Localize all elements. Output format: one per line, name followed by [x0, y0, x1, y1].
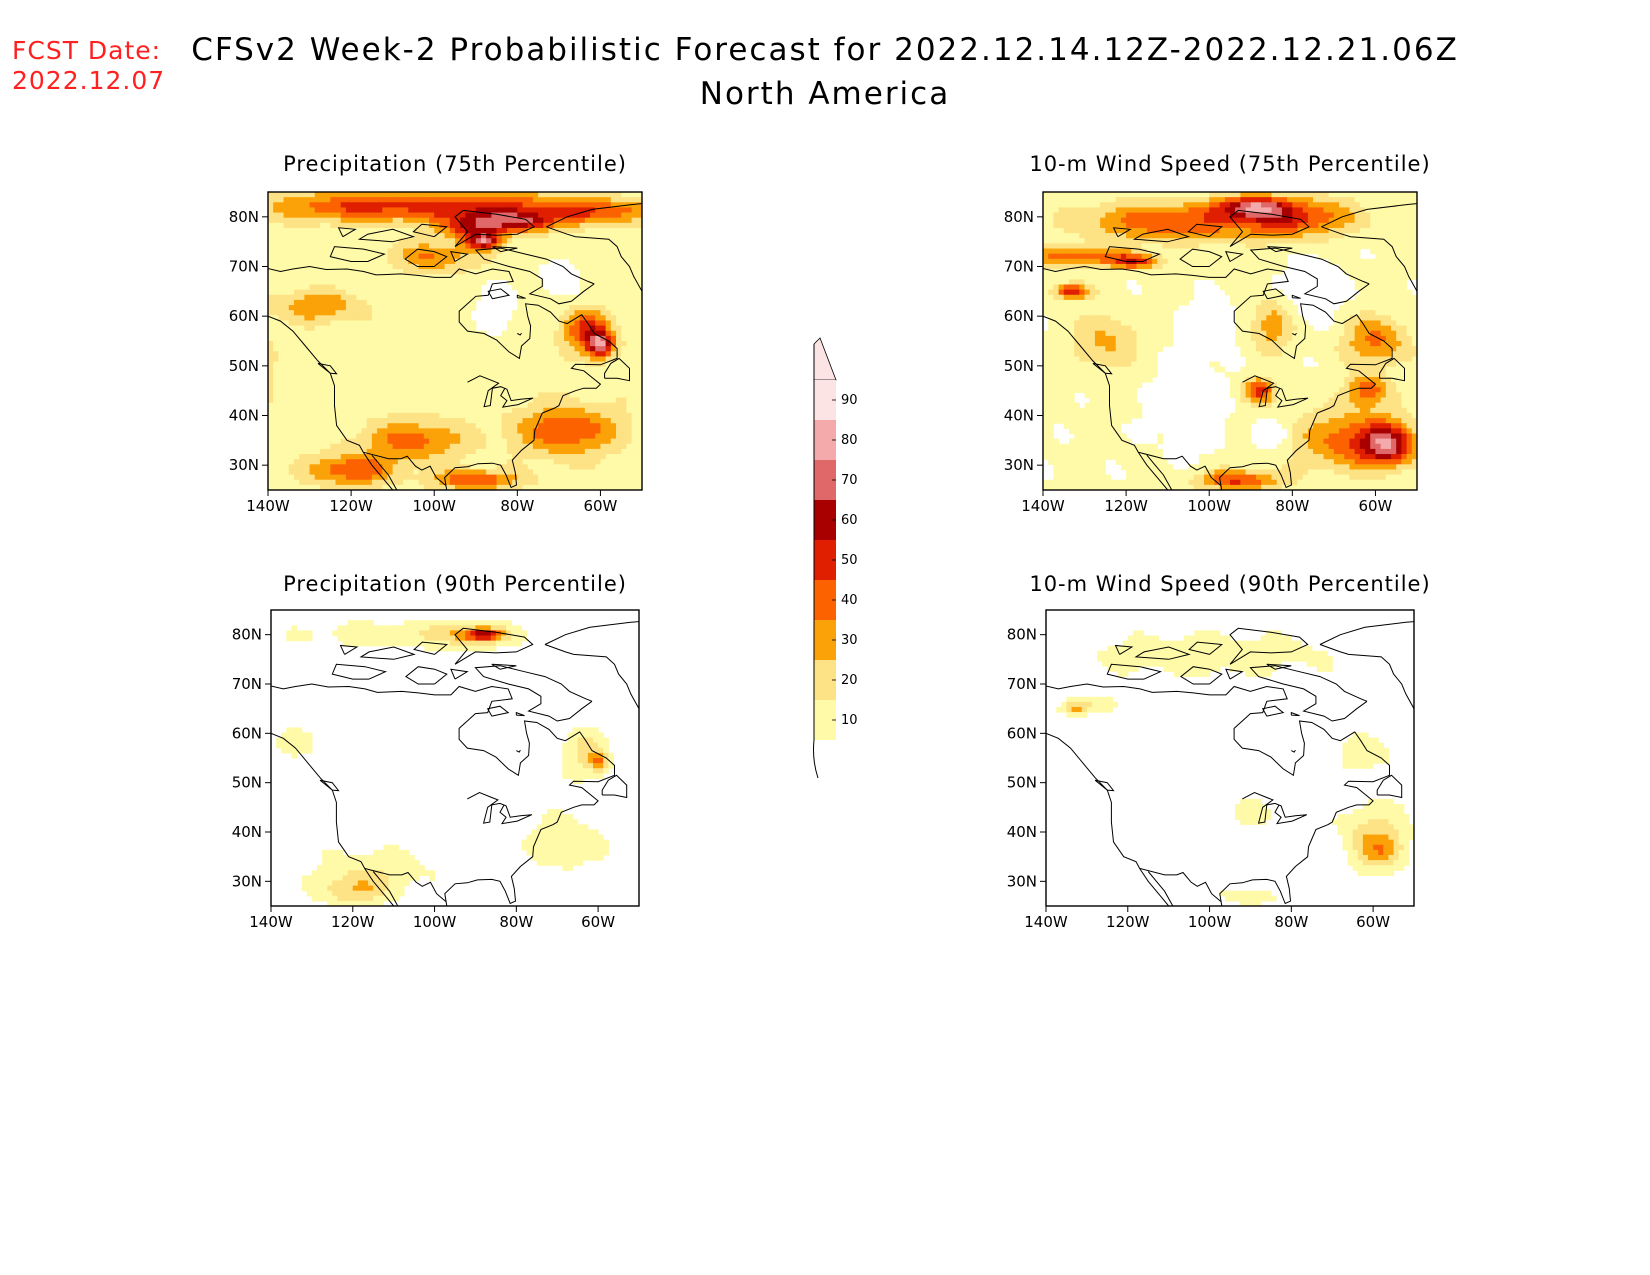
panel-title: Precipitation (75th Percentile)	[283, 152, 627, 176]
lon-tick-label: 60W	[581, 913, 615, 931]
lat-tick-label: 80N	[232, 626, 262, 644]
fcst-date-caption: FCST Date:	[12, 36, 162, 65]
map-frame	[1045, 609, 1415, 907]
lat-tick-label: 60N	[1004, 307, 1034, 325]
lat-tick-label: 50N	[232, 774, 262, 792]
map-frame	[1042, 191, 1418, 491]
lat-tick-label: 60N	[232, 724, 262, 742]
map-panel-wind75: 10-m Wind Speed (75th Percentile) 140W 120…	[1004, 152, 1430, 515]
map-panel-precip90: Precipitation (90th Percentile) 140W 120W 1…	[232, 572, 640, 931]
lon-tick-label: 140W	[246, 497, 290, 515]
coastline	[1046, 621, 1414, 906]
lon-tick-label: 100W	[412, 497, 456, 515]
lon-tick-label: 100W	[413, 913, 457, 931]
lat-tick-label: 40N	[232, 823, 262, 841]
lon-tick-label: 80W	[499, 913, 533, 931]
lat-tick-label: 80N	[1004, 208, 1034, 226]
lon-tick-label: 100W	[1188, 913, 1232, 931]
map-panel-wind90: 10-m Wind Speed (90th Percentile) 140W 120…	[1007, 572, 1430, 931]
map-panel-precip75: Precipitation (75th Percentile) 140W 120W 1…	[229, 152, 643, 515]
colorbar-swatch	[814, 660, 836, 700]
lat-tick-label: 50N	[1004, 357, 1034, 375]
main-subtitle: North America	[699, 76, 951, 112]
colorbar-label: 50	[841, 553, 858, 568]
lon-tick-label: 80W	[500, 497, 534, 515]
lat-tick-label: 60N	[1007, 724, 1037, 742]
lon-tick-label: 120W	[329, 497, 373, 515]
colorbar-label: 80	[841, 433, 858, 448]
lat-tick-label: 40N	[229, 407, 259, 425]
lat-tick-label: 40N	[1007, 823, 1037, 841]
lat-tick-label: 70N	[1007, 675, 1037, 693]
map-frame	[267, 191, 643, 491]
lon-tick-label: 140W	[1024, 913, 1068, 931]
lat-tick-label: 30N	[1007, 872, 1037, 890]
colorbar-label: 10	[841, 713, 858, 728]
lat-tick-label: 80N	[229, 208, 259, 226]
colorbar-top-cap	[813, 337, 837, 381]
lat-tick-label: 70N	[1004, 258, 1034, 276]
lat-tick-label: 50N	[1007, 774, 1037, 792]
colorbar-swatch	[814, 620, 836, 660]
forecast-date-label: FCST Date: 2022.12.07	[12, 36, 165, 96]
lon-tick-label: 60W	[583, 497, 617, 515]
coastline	[1043, 203, 1417, 490]
colorbar-swatch	[814, 700, 836, 740]
lon-tick-label: 120W	[331, 913, 375, 931]
probability-shading	[268, 192, 642, 490]
lat-tick-label: 40N	[1004, 407, 1034, 425]
colorbar-swatch	[814, 460, 836, 500]
colorbar-swatch	[814, 500, 836, 540]
colorbar-swatch	[814, 540, 836, 580]
colorbar-bottom-cap	[813, 739, 819, 779]
lon-tick-label: 140W	[1021, 497, 1065, 515]
probability-shading	[1043, 192, 1417, 490]
colorbar-label: 30	[841, 633, 858, 648]
colorbar-label: 40	[841, 593, 858, 608]
lon-tick-label: 120W	[1106, 913, 1150, 931]
lon-tick-label: 100W	[1187, 497, 1231, 515]
lon-tick-label: 120W	[1104, 497, 1148, 515]
lat-tick-label: 80N	[1007, 626, 1037, 644]
lon-tick-label: 60W	[1356, 913, 1390, 931]
lat-tick-label: 30N	[232, 872, 262, 890]
lat-tick-label: 70N	[229, 258, 259, 276]
lon-tick-label: 140W	[249, 913, 293, 931]
colorbar-swatch	[814, 380, 836, 420]
colorbar-label: 60	[841, 513, 858, 528]
lon-tick-label: 60W	[1358, 497, 1392, 515]
probability-shading	[1056, 630, 1414, 906]
probability-shading	[276, 620, 615, 906]
main-title: CFSv2 Week-2 Probabilistic Forecast for …	[191, 32, 1459, 68]
panel-title: 10-m Wind Speed (90th Percentile)	[1029, 572, 1430, 596]
panel-title: 10-m Wind Speed (75th Percentile)	[1029, 152, 1430, 176]
colorbar: 10 20 30 40 50 60 70 80 90	[813, 337, 858, 779]
lat-tick-label: 60N	[229, 307, 259, 325]
colorbar-label: 90	[841, 393, 858, 408]
lon-tick-label: 80W	[1274, 913, 1308, 931]
fcst-date-value: 2022.12.07	[12, 66, 166, 95]
lat-tick-label: 50N	[229, 357, 259, 375]
colorbar-swatch	[814, 420, 836, 460]
lat-tick-label: 70N	[232, 675, 262, 693]
map-frame	[270, 609, 640, 907]
lat-tick-label: 30N	[1004, 456, 1034, 474]
panel-title: Precipitation (90th Percentile)	[283, 572, 627, 596]
coastline	[268, 203, 642, 490]
lat-tick-label: 30N	[229, 456, 259, 474]
lon-tick-label: 80W	[1275, 497, 1309, 515]
colorbar-swatch	[814, 580, 836, 620]
coastline	[271, 621, 639, 906]
colorbar-label: 20	[841, 673, 858, 688]
colorbar-label: 70	[841, 473, 858, 488]
